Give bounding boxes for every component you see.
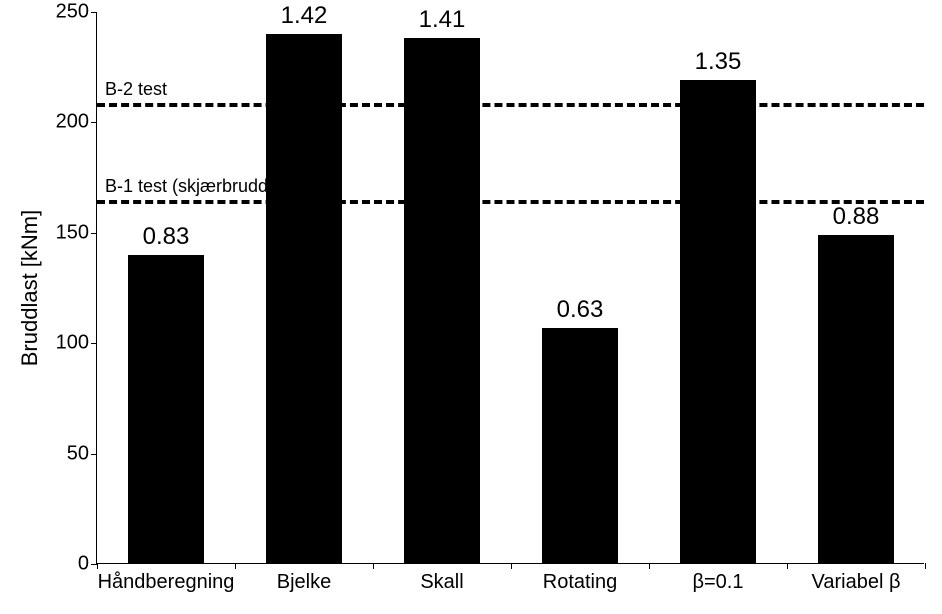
reference-line-label: B-1 test (skjærbrudd) (105, 176, 274, 197)
bar-value-label: 1.42 (281, 2, 328, 34)
y-tick-label: 200 (56, 111, 97, 134)
x-category-label: Variabel β (812, 563, 901, 594)
y-tick-label: 150 (56, 221, 97, 244)
bar-value-label: 0.83 (143, 223, 190, 255)
x-tick-mark (511, 563, 512, 569)
x-tick-mark (925, 563, 926, 569)
plot-area: 0501001502002500.83Håndberegning1.42Bjel… (96, 12, 924, 564)
bar (128, 255, 204, 564)
bar (266, 34, 342, 564)
y-tick-label: 250 (56, 1, 97, 24)
y-tick-label: 100 (56, 332, 97, 355)
bar (404, 38, 480, 564)
x-category-label: Rotating (543, 563, 618, 594)
x-tick-mark (373, 563, 374, 569)
bruddlast-bar-chart: 0 50 100 150 200 250 0.83 Håndberegning 1.42 Bjel… (0, 0, 942, 614)
y-tick-label: 50 (67, 442, 97, 465)
y-tick-label: 0 (78, 553, 97, 576)
bar-value-label: 1.35 (695, 48, 742, 80)
reference-line (97, 200, 924, 204)
x-category-label: β=0.1 (693, 563, 744, 594)
bar (818, 235, 894, 564)
bar (680, 80, 756, 564)
y-axis-title: Bruddlast [kNm] (17, 210, 43, 367)
reference-line-label: B-2 test (105, 79, 167, 100)
bar-value-label: 0.63 (557, 296, 604, 328)
bar (542, 328, 618, 564)
x-tick-mark (787, 563, 788, 569)
x-tick-mark (649, 563, 650, 569)
bar-value-label: 0.88 (833, 203, 880, 235)
bar-value-label: 1.41 (419, 6, 466, 38)
x-category-label: Skall (420, 563, 463, 594)
reference-line (97, 103, 924, 107)
x-tick-mark (235, 563, 236, 569)
x-category-label: Bjelke (277, 563, 331, 594)
x-category-label: Håndberegning (98, 563, 235, 594)
